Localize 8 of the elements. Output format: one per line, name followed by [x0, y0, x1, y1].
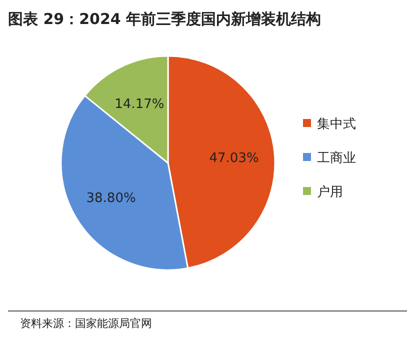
legend-label: 集中式 — [317, 117, 356, 132]
legend-label: 工商业 — [317, 151, 356, 166]
legend-label: 户用 — [317, 185, 343, 200]
text: 资料来源：国家能源局官网 — [20, 317, 152, 330]
data-label: 14.17% — [114, 97, 164, 112]
data-label: 38.80% — [86, 191, 136, 206]
chart-title: 图表 29：2024 年前三季度国内新增装机结构 — [8, 10, 322, 28]
data-label: 47.03% — [209, 150, 259, 166]
